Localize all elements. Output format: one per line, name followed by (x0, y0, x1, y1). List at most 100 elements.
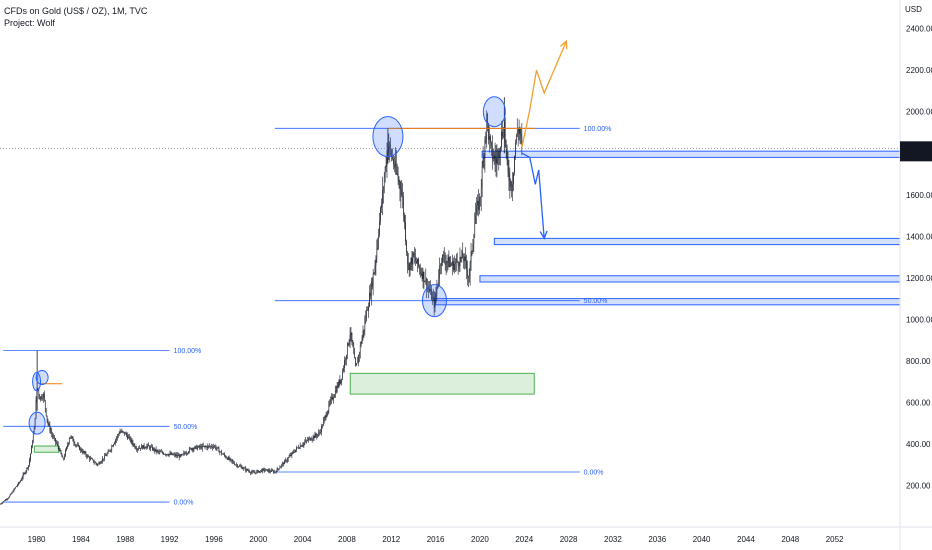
candle-body (130, 439, 132, 442)
candle-body (122, 431, 124, 432)
candle-body (473, 236, 475, 245)
candle-body (386, 151, 388, 166)
candle-body (211, 446, 212, 447)
candle-body (491, 141, 492, 147)
candle-body (53, 436, 54, 438)
candle-body (383, 188, 384, 190)
candle-body (340, 379, 342, 384)
candle-body (361, 337, 363, 344)
candle-body (34, 418, 36, 428)
candle-body (455, 258, 457, 262)
candle-body (149, 446, 150, 449)
candle-body (154, 448, 156, 451)
candle-body (345, 359, 346, 361)
candle-body (108, 450, 110, 452)
candle-body (297, 447, 298, 449)
candle-body (260, 470, 261, 472)
candle-body (431, 296, 433, 300)
candle-body (213, 445, 215, 447)
currency-label: USD (905, 5, 922, 14)
candle-body (327, 410, 329, 415)
candle-body (110, 449, 112, 451)
fib-layer: 100.00% 50.00% 0.00% 100.00% 50.00% 0.00% (3, 126, 611, 507)
candle-body (80, 448, 82, 452)
candle-body (55, 438, 56, 443)
candle-body (244, 467, 246, 469)
candle-body (236, 464, 237, 466)
candle-body (295, 449, 296, 453)
candle-body (407, 263, 409, 265)
candle-body (216, 447, 218, 449)
candle-body (160, 451, 162, 453)
candle-body (416, 261, 417, 264)
candle-body (330, 399, 331, 403)
candle-body (117, 434, 119, 436)
candle-body (365, 318, 367, 321)
candle-body (219, 451, 221, 453)
candle-body (334, 395, 335, 398)
candle-body (114, 442, 115, 445)
candle-body (10, 493, 12, 495)
candle-body (93, 462, 95, 463)
candle-body (424, 281, 426, 283)
candle-body (303, 442, 305, 445)
candle-body (262, 469, 263, 472)
candle-body (518, 128, 520, 133)
candle-body (286, 459, 288, 462)
x-tick-label: 2044 (737, 535, 755, 544)
candle-body (501, 131, 502, 147)
candle-body (283, 463, 284, 465)
x-tick-label: 2032 (604, 535, 622, 544)
candle-body (521, 135, 523, 143)
candle-body (512, 184, 513, 192)
candle-body (74, 443, 76, 445)
candle-body (285, 460, 286, 461)
fib-label: 0.00% (584, 469, 604, 476)
candle-body (406, 241, 407, 253)
candle-body (421, 273, 423, 279)
candle-body (38, 389, 40, 395)
candle-body (358, 353, 360, 356)
candle-body (44, 400, 46, 409)
candle-body (94, 462, 96, 464)
candle-body (96, 463, 98, 465)
candle-body (188, 451, 189, 453)
bear-arrow-head (539, 230, 548, 240)
x-tick-label: 2024 (515, 535, 533, 544)
candle-body (497, 151, 499, 158)
bear-arrow (521, 152, 545, 239)
candle-body (0, 503, 2, 505)
candle-body (263, 469, 265, 471)
candle-body (250, 472, 251, 474)
candle-body (165, 454, 166, 455)
candle-body (150, 446, 151, 449)
zone-rect (33, 445, 60, 453)
candle-body (115, 439, 116, 443)
candle-body (509, 181, 511, 187)
candle-body (324, 415, 326, 419)
candle-body (464, 256, 465, 262)
candle-body (215, 448, 217, 449)
candle-body (366, 310, 367, 319)
chart-header: CFDs on Gold (US$ / OZ), 1M, TVC Project… (4, 5, 147, 29)
candle-body (325, 415, 327, 417)
y-tick-label: 1400.00 (906, 232, 932, 241)
candle-body (179, 454, 181, 458)
candle-body (439, 265, 440, 278)
candle-body (448, 256, 450, 267)
candle-body (420, 272, 422, 274)
candle-body (308, 438, 309, 441)
candle-body (322, 425, 323, 427)
candle-body (103, 458, 104, 460)
candle-body (274, 471, 275, 473)
candle-body (44, 393, 45, 401)
candle-body (144, 447, 146, 449)
candle-body (307, 440, 308, 441)
candle-body (40, 396, 41, 400)
candle-body (102, 458, 103, 462)
candle-body (111, 446, 113, 450)
candle-body (441, 262, 442, 266)
candle-body (461, 252, 463, 259)
